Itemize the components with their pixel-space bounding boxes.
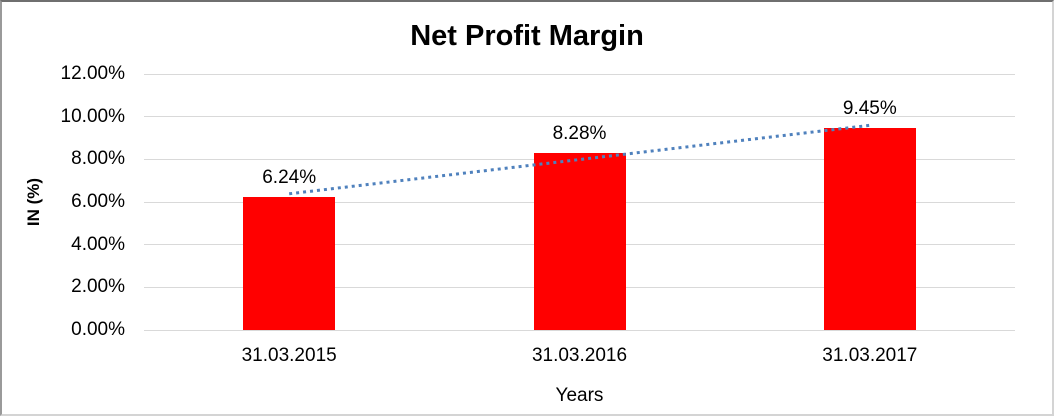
y-axis-tick-label: 8.00% — [71, 148, 125, 170]
x-axis-category-label: 31.03.2017 — [822, 345, 918, 366]
data-label: 6.24% — [262, 166, 317, 188]
plot-area: 6.24% 8.28% 9.45% — [144, 74, 1015, 330]
y-axis-tick-label: 0.00% — [71, 319, 125, 340]
y-axis-tick-label: 6.00% — [71, 191, 125, 212]
y-axis-tick-label: 10.00% — [60, 105, 125, 127]
x-axis-title: Years — [555, 385, 604, 406]
data-label: 8.28% — [552, 123, 607, 145]
bar-31.03.2015 — [243, 196, 336, 330]
trendline — [288, 123, 871, 196]
gridline — [144, 116, 1015, 118]
gridline — [144, 329, 1015, 331]
gridline — [144, 73, 1015, 75]
y-axis-tick-label: 12.00% — [60, 63, 125, 84]
y-axis-tick-label: 2.00% — [71, 276, 125, 298]
y-axis-tick-label: 4.00% — [71, 233, 125, 255]
data-label: 9.45% — [842, 98, 897, 120]
x-axis-category-label: 31.03.2016 — [531, 345, 628, 366]
bar-31.03.2016 — [533, 153, 626, 330]
bar-31.03.2017 — [823, 128, 916, 330]
chart-title: Net Profit Margin — [410, 20, 644, 52]
x-axis-category-label: 31.03.2015 — [241, 345, 337, 366]
